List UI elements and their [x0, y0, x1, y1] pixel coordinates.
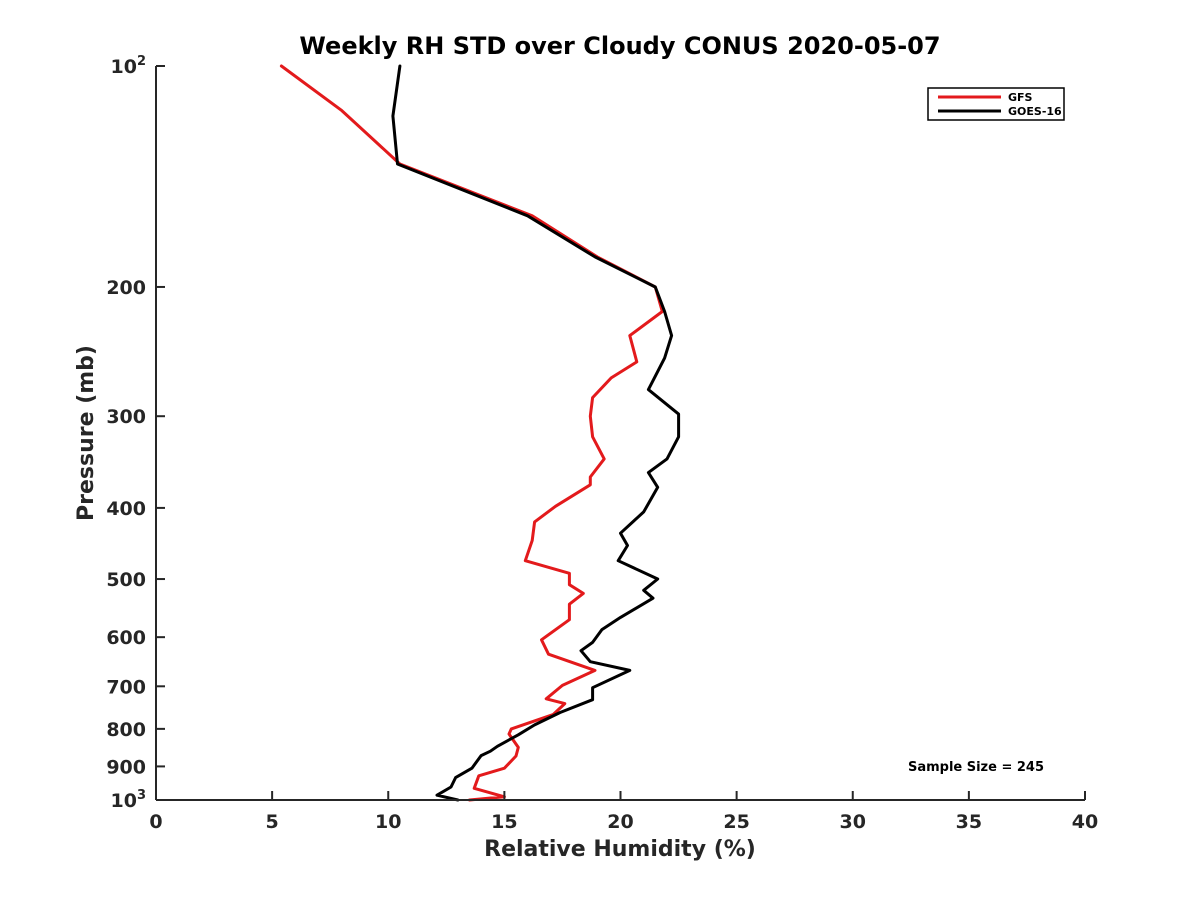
y-axis: 102 200 300 400 500 600 700 800 900 103 [106, 54, 165, 812]
y-tick-label: 600 [106, 627, 146, 649]
plot-lines [279, 64, 681, 802]
y-axis-label: Pressure (mb) [74, 345, 99, 521]
x-tick-label: 20 [607, 811, 633, 833]
y-tick-label: 400 [106, 498, 146, 520]
y-tick-label: 500 [106, 569, 146, 591]
legend-label: GOES-16 [1008, 105, 1062, 118]
y-tick-label: 102 [111, 54, 147, 78]
x-tick-label: 10 [375, 811, 401, 833]
x-tick-label: 0 [149, 811, 162, 833]
x-tick-label: 15 [491, 811, 517, 833]
y-tick-label: 200 [106, 277, 146, 299]
x-axis-label: Relative Humidity (%) [484, 837, 756, 862]
x-tick-label: 35 [956, 811, 982, 833]
y-tick-label: 103 [111, 788, 147, 812]
x-tick-label: 30 [840, 811, 866, 833]
x-tick-label: 25 [723, 811, 749, 833]
y-tick-label: 700 [106, 676, 146, 698]
chart-title: Weekly RH STD over Cloudy CONUS 2020-05-… [299, 32, 940, 60]
y-tick-label: 900 [106, 756, 146, 778]
legend-label: GFS [1008, 91, 1033, 104]
legend-box [927, 87, 1065, 121]
x-tick-label: 40 [1072, 811, 1098, 833]
y-tick-label: 300 [106, 406, 146, 428]
series-line-gfs [279, 64, 664, 802]
series-line-goes-16 [391, 64, 681, 802]
sample-size-annotation: Sample Size = 245 [908, 760, 1044, 775]
x-axis: 0 5 10 15 20 25 30 35 40 [149, 791, 1098, 833]
y-tick-label: 800 [106, 719, 146, 741]
x-tick-label: 5 [266, 811, 279, 833]
